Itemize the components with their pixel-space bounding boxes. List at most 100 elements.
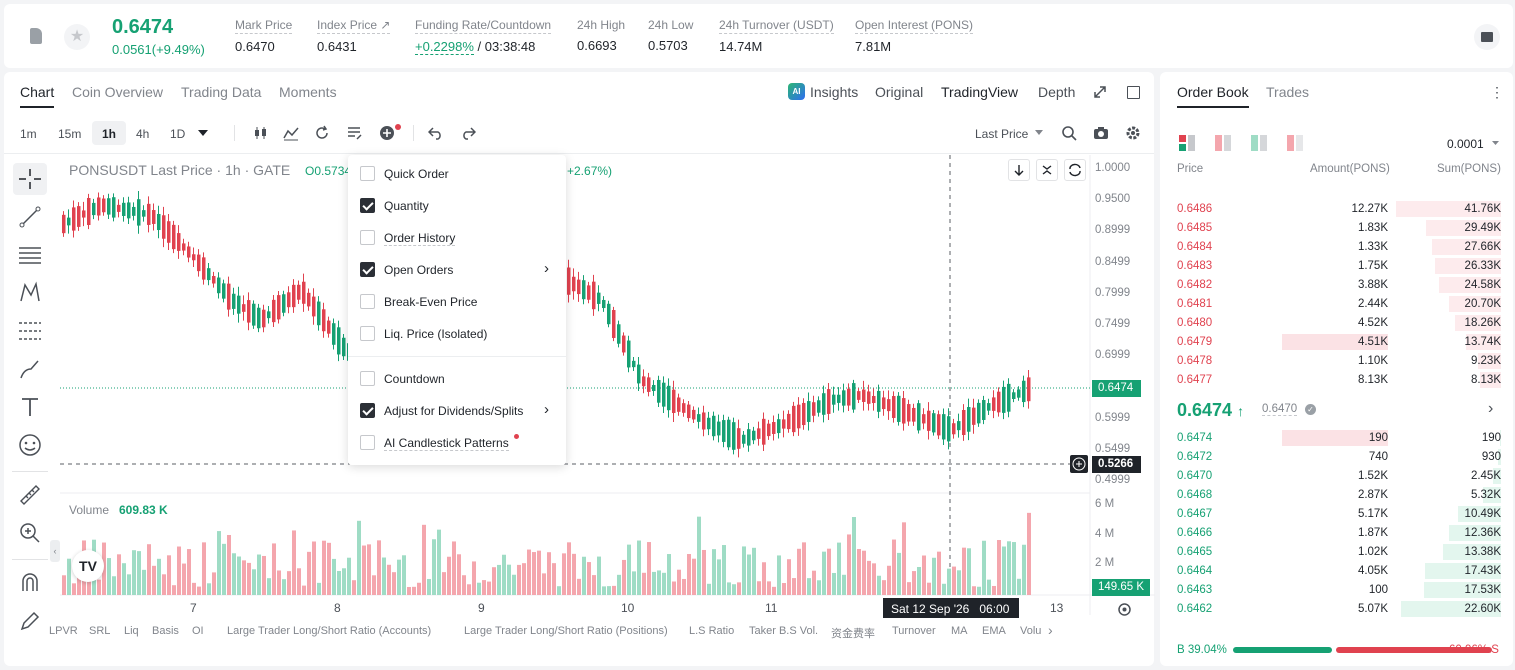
indicator-volume[interactable]: Volu	[1020, 625, 1042, 637]
zoom-in-icon[interactable]	[18, 521, 42, 545]
brush-tool-icon[interactable]	[18, 357, 42, 381]
book-icon[interactable]	[1474, 24, 1500, 50]
swap-button[interactable]	[1064, 159, 1086, 181]
book-both-icon[interactable]	[1179, 135, 1195, 151]
text-tool-icon[interactable]	[18, 395, 42, 419]
menu-quick-order[interactable]: Quick Order	[348, 162, 566, 186]
stat-index-price[interactable]: Index Price ↗ 0.6431	[317, 18, 391, 54]
interval-1d[interactable]: 1D	[170, 127, 186, 141]
scroll-latest-button[interactable]	[1008, 159, 1030, 181]
ask-row[interactable]: 0.6477 8.13K 8.13K	[1160, 371, 1513, 390]
checkbox[interactable]	[360, 166, 375, 181]
menu-ai-patterns[interactable]: AI Candlestick Patterns	[348, 431, 566, 455]
ask-row[interactable]: 0.6479 4.51K 13.74K	[1160, 333, 1513, 352]
ask-row[interactable]: 0.6484 1.33K 27.66K	[1160, 238, 1513, 257]
view-tradingview[interactable]: TradingView	[941, 84, 1019, 100]
tradingview-logo-icon[interactable]: TV	[72, 550, 104, 582]
template-icon[interactable]	[346, 125, 362, 141]
checkbox[interactable]	[360, 371, 375, 386]
window-icon[interactable]	[1127, 86, 1140, 99]
tab-trading-data[interactable]: Trading Data	[181, 84, 262, 100]
horizontal-lines-tool-icon[interactable]	[18, 243, 42, 267]
checkbox[interactable]	[360, 326, 375, 341]
candle-type-icon[interactable]	[253, 125, 269, 141]
bid-row[interactable]: 0.6465 1.02K 13.38K	[1160, 543, 1513, 562]
interval-4h[interactable]: 4h	[136, 127, 150, 141]
bid-row[interactable]: 0.6472 740 930	[1160, 448, 1513, 467]
book-asks-icon[interactable]	[1215, 135, 1231, 151]
bid-row[interactable]: 0.6463 100 17.53K	[1160, 581, 1513, 600]
ask-row[interactable]: 0.6482 3.88K 24.58K	[1160, 276, 1513, 295]
collapse-legend-button[interactable]	[1036, 159, 1058, 181]
indicator-ls-accounts[interactable]: Large Trader Long/Short Ratio (Accounts)	[227, 625, 432, 637]
bid-row[interactable]: 0.6470 1.52K 2.45K	[1160, 467, 1513, 486]
precision-select[interactable]: 0.0001	[1447, 137, 1484, 151]
indicator-ls-positions[interactable]: Large Trader Long/Short Ratio (Positions…	[464, 625, 668, 637]
checkbox[interactable]	[360, 262, 375, 277]
indicator-basis[interactable]: Basis	[152, 625, 179, 637]
indicator-liq[interactable]: Liq	[124, 625, 139, 637]
pencil-lock-icon[interactable]	[18, 609, 42, 633]
ask-row[interactable]: 0.6486 12.27K 41.76K	[1160, 200, 1513, 219]
add-overlay-icon[interactable]	[379, 125, 395, 141]
indicators-icon[interactable]	[283, 125, 299, 141]
magnet-icon[interactable]	[18, 571, 42, 595]
trendline-tool-icon[interactable]	[18, 205, 42, 229]
indicator-lpvr[interactable]: LPVR	[49, 625, 78, 637]
price-type-select[interactable]: Last Price	[975, 127, 1029, 141]
price-chart[interactable]	[0, 0, 1160, 670]
ask-row[interactable]: 0.6480 4.52K 18.26K	[1160, 314, 1513, 333]
tab-moments[interactable]: Moments	[279, 84, 337, 100]
stat-funding-rate[interactable]: Funding Rate/Countdown +0.2298% / 03:38:4…	[415, 18, 552, 55]
tab-order-book[interactable]: Order Book	[1177, 84, 1249, 100]
search-icon[interactable]	[1062, 126, 1077, 141]
checkbox[interactable]	[360, 198, 375, 213]
menu-liq-price[interactable]: Liq. Price (Isolated)	[348, 322, 566, 346]
more-options-icon[interactable]: ⋮	[1490, 84, 1504, 100]
camera-icon[interactable]	[1093, 126, 1109, 140]
checkbox[interactable]	[360, 403, 375, 418]
undo-icon[interactable]	[428, 126, 444, 140]
fib-tool-icon[interactable]	[18, 319, 42, 343]
ask-row[interactable]: 0.6481 2.44K 20.70K	[1160, 295, 1513, 314]
favorite-star-icon[interactable]: ★	[64, 24, 90, 50]
tab-coin-overview[interactable]: Coin Overview	[72, 84, 164, 100]
checkbox[interactable]	[360, 294, 375, 309]
indicator-turnover[interactable]: Turnover	[892, 625, 936, 637]
indicator-taker-vol[interactable]: Taker B.S Vol.	[749, 625, 819, 637]
menu-break-even[interactable]: Break-Even Price	[348, 290, 566, 314]
checkbox[interactable]	[360, 230, 375, 245]
tab-chart[interactable]: Chart	[20, 84, 55, 100]
bid-row[interactable]: 0.6467 5.17K 10.49K	[1160, 505, 1513, 524]
book-bids-icon[interactable]	[1251, 135, 1267, 151]
ruler-tool-icon[interactable]	[18, 483, 42, 507]
interval-15m[interactable]: 15m	[58, 127, 82, 141]
indicator-srl[interactable]: SRL	[89, 625, 111, 637]
menu-quantity[interactable]: Quantity	[348, 194, 566, 218]
indicator-funding-rate[interactable]: 资金费率	[831, 628, 875, 640]
ask-row[interactable]: 0.6485 1.83K 29.49K	[1160, 219, 1513, 238]
book-sells-icon[interactable]	[1287, 135, 1303, 151]
refresh-icon[interactable]	[314, 125, 330, 141]
pattern-tool-icon[interactable]	[18, 281, 42, 305]
indicator-ema[interactable]: EMA	[982, 625, 1006, 637]
menu-order-history[interactable]: Order History	[348, 226, 566, 250]
bid-row[interactable]: 0.6466 1.87K 12.36K	[1160, 524, 1513, 543]
menu-adjust-dividends[interactable]: Adjust for Dividends/Splits ›	[348, 399, 566, 423]
tab-trades[interactable]: Trades	[1266, 84, 1310, 100]
view-original[interactable]: Original	[875, 84, 924, 100]
bid-row[interactable]: 0.6474 190 190	[1160, 429, 1513, 448]
bid-row[interactable]: 0.6468 2.87K 5.32K	[1160, 486, 1513, 505]
chart-settings-icon[interactable]	[1117, 602, 1132, 617]
expand-icon[interactable]	[1093, 85, 1107, 99]
indicator-ls-ratio[interactable]: L.S Ratio	[689, 625, 735, 637]
interval-1m[interactable]: 1m	[20, 127, 37, 141]
add-alert-button[interactable]	[1070, 455, 1088, 473]
ask-row[interactable]: 0.6483 1.75K 26.33K	[1160, 257, 1513, 276]
menu-countdown[interactable]: Countdown	[348, 367, 566, 391]
emoji-tool-icon[interactable]	[18, 433, 42, 457]
chevron-right-icon[interactable]: ›	[1488, 400, 1494, 417]
menu-open-orders[interactable]: Open Orders ›	[348, 258, 566, 282]
indicator-scroll-right-icon[interactable]: ›	[1048, 622, 1053, 638]
indicator-ma[interactable]: MA	[951, 625, 968, 637]
